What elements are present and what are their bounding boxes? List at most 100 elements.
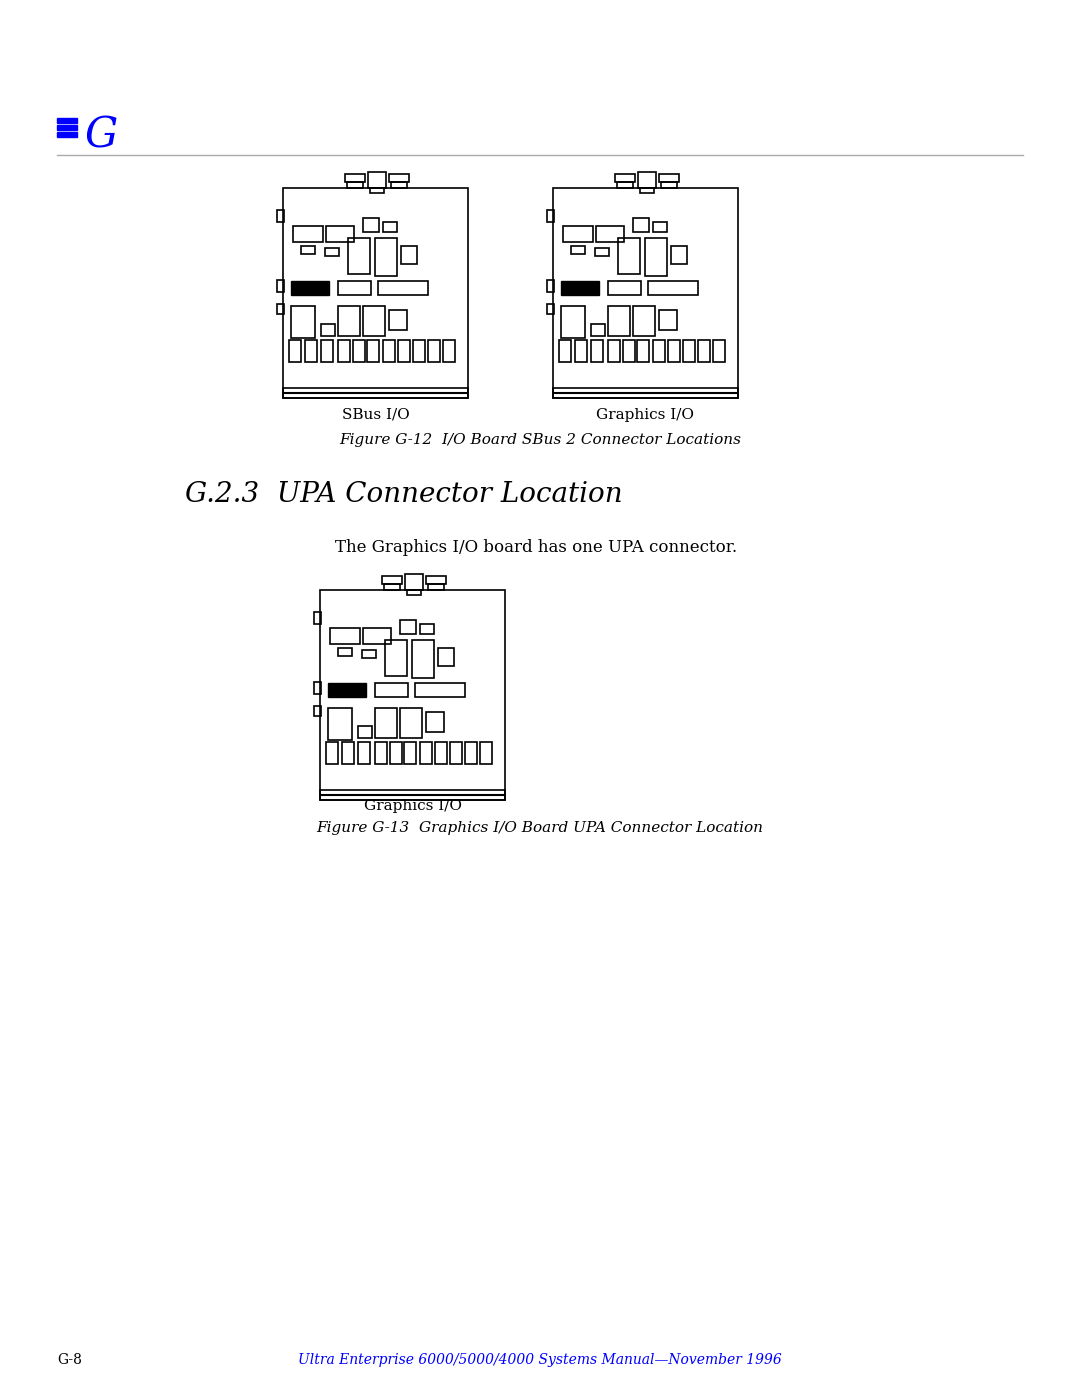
Bar [615,175,635,182]
Bar [546,305,554,314]
Bar [338,306,360,337]
Bar [291,306,315,338]
Bar [326,226,354,242]
Bar [438,648,454,666]
Bar [328,683,366,697]
Bar [661,182,677,189]
Bar [320,590,505,800]
Bar [546,210,554,222]
Bar [426,712,444,732]
Bar [671,246,687,264]
Bar [357,742,370,764]
Text: The Graphics I/O board has one UPA connector.: The Graphics I/O board has one UPA conne… [335,539,738,556]
Bar [575,339,588,362]
Bar [638,172,656,189]
Bar [653,339,665,362]
Bar [608,281,642,295]
Bar [382,576,402,584]
Bar [443,339,455,362]
Bar [320,789,505,800]
Bar [375,683,408,697]
Bar [411,640,434,678]
Bar [591,324,605,337]
Bar [345,175,365,182]
Bar [276,305,284,314]
Bar [405,574,423,590]
Bar [314,705,321,717]
Text: Graphics I/O: Graphics I/O [596,408,694,422]
Bar [595,249,609,256]
Bar [57,124,77,130]
Bar [415,683,465,697]
Bar [314,682,321,694]
Bar [400,708,422,738]
Bar [276,210,284,222]
Bar [301,246,315,254]
Bar [342,742,354,764]
Bar [370,189,384,193]
Bar [563,226,593,242]
Bar [399,339,410,362]
Bar [407,590,421,595]
Bar [330,629,360,644]
Bar [378,281,428,295]
Bar [683,339,696,362]
Text: Figure G-13  Graphics I/O Board UPA Connector Location: Figure G-13 Graphics I/O Board UPA Conne… [316,821,764,835]
Bar [384,640,407,676]
Bar [623,339,635,362]
Bar [618,237,640,274]
Bar [321,339,333,362]
Text: Figure G-12  I/O Board SBus 2 Connector Locations: Figure G-12 I/O Board SBus 2 Connector L… [339,433,741,447]
Bar [338,339,350,362]
Bar [338,281,372,295]
Bar [648,281,698,295]
Text: G.2.3  UPA Connector Location: G.2.3 UPA Connector Location [185,482,623,509]
Bar [591,339,603,362]
Bar [420,742,432,764]
Bar [633,306,654,337]
Bar [561,281,599,295]
Bar [633,218,649,232]
Bar [428,584,444,590]
Bar [596,226,624,242]
Bar [645,237,667,277]
Bar [347,182,363,189]
Bar [659,175,679,182]
Bar [400,620,416,634]
Bar [561,306,585,338]
Bar [367,339,379,362]
Bar [383,222,397,232]
Bar [637,339,649,362]
Bar [384,584,400,590]
Bar [348,237,370,274]
Bar [314,612,321,624]
Bar [559,339,571,362]
Bar [428,339,440,362]
Bar [389,310,407,330]
Text: SBus I/O: SBus I/O [341,408,409,422]
Bar [353,339,365,362]
Bar [608,339,620,362]
Bar [321,324,335,337]
Bar [293,226,323,242]
Bar [375,742,387,764]
Bar [363,629,391,644]
Bar [553,189,738,398]
Bar [375,237,397,277]
Bar [389,175,409,182]
Bar [326,742,338,764]
Bar [368,172,386,189]
Bar [362,650,376,658]
Bar [608,306,630,337]
Text: Ultra Enterprise 6000/5000/4000 Systems Manual—November 1996: Ultra Enterprise 6000/5000/4000 Systems … [298,1354,782,1368]
Bar [57,131,77,137]
Bar [357,726,372,738]
Bar [426,576,446,584]
Text: G: G [84,115,118,156]
Bar [289,339,301,362]
Bar [480,742,492,764]
Bar [465,742,477,764]
Bar [291,281,329,295]
Bar [283,388,468,398]
Bar [328,708,352,740]
